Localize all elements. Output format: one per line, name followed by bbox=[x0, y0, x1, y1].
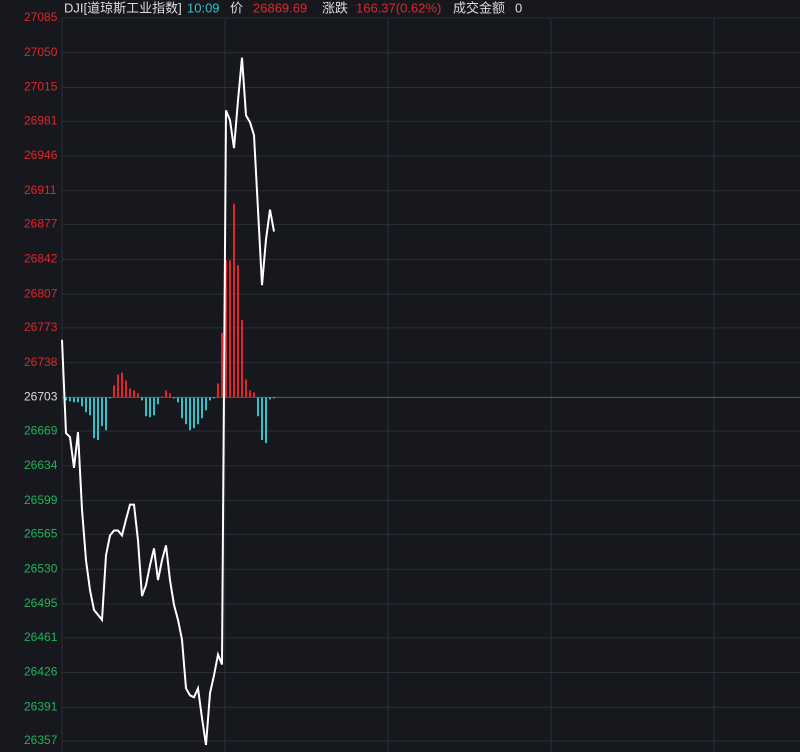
y-tick-label: 26495 bbox=[24, 596, 58, 610]
header-bg bbox=[60, 0, 530, 17]
time: 10:09 bbox=[187, 0, 220, 15]
y-tick-label: 26599 bbox=[24, 493, 58, 507]
y-tick-label: 26842 bbox=[24, 252, 58, 266]
y-tick-label: 26703 bbox=[24, 390, 58, 404]
y-tick-label: 26946 bbox=[24, 148, 58, 162]
y-tick-label: 26669 bbox=[24, 423, 58, 437]
y-tick-label: 26738 bbox=[24, 355, 58, 369]
y-tick-label: 26807 bbox=[24, 286, 58, 300]
amount-label: 成交金额 bbox=[453, 0, 505, 15]
y-tick-label: 26426 bbox=[24, 665, 58, 679]
change-label: 涨跌 bbox=[322, 0, 348, 15]
y-tick-label: 26877 bbox=[24, 217, 58, 231]
change: 166.37(0.62%) bbox=[356, 0, 441, 15]
y-tick-label: 26530 bbox=[24, 561, 58, 575]
y-tick-label: 26565 bbox=[24, 527, 58, 541]
y-tick-label: 27015 bbox=[24, 80, 58, 94]
y-tick-label: 26357 bbox=[24, 733, 58, 747]
y-tick-label: 26391 bbox=[24, 699, 58, 713]
y-tick-label: 26981 bbox=[24, 113, 58, 127]
amount: 0 bbox=[515, 0, 522, 15]
price: 26869.69 bbox=[253, 0, 307, 15]
chart-title: DJI[道琼斯工业指数] bbox=[64, 0, 182, 15]
y-tick-label: 26461 bbox=[24, 630, 58, 644]
price-line bbox=[61, 57, 275, 746]
y-tick-label: 26911 bbox=[24, 183, 57, 197]
y-tick-label: 26773 bbox=[24, 320, 58, 334]
y-tick-label: 27085 bbox=[24, 10, 58, 24]
price-label: 价 bbox=[230, 0, 243, 15]
y-tick-label: 26634 bbox=[24, 458, 58, 472]
y-tick-label: 27050 bbox=[24, 45, 58, 59]
